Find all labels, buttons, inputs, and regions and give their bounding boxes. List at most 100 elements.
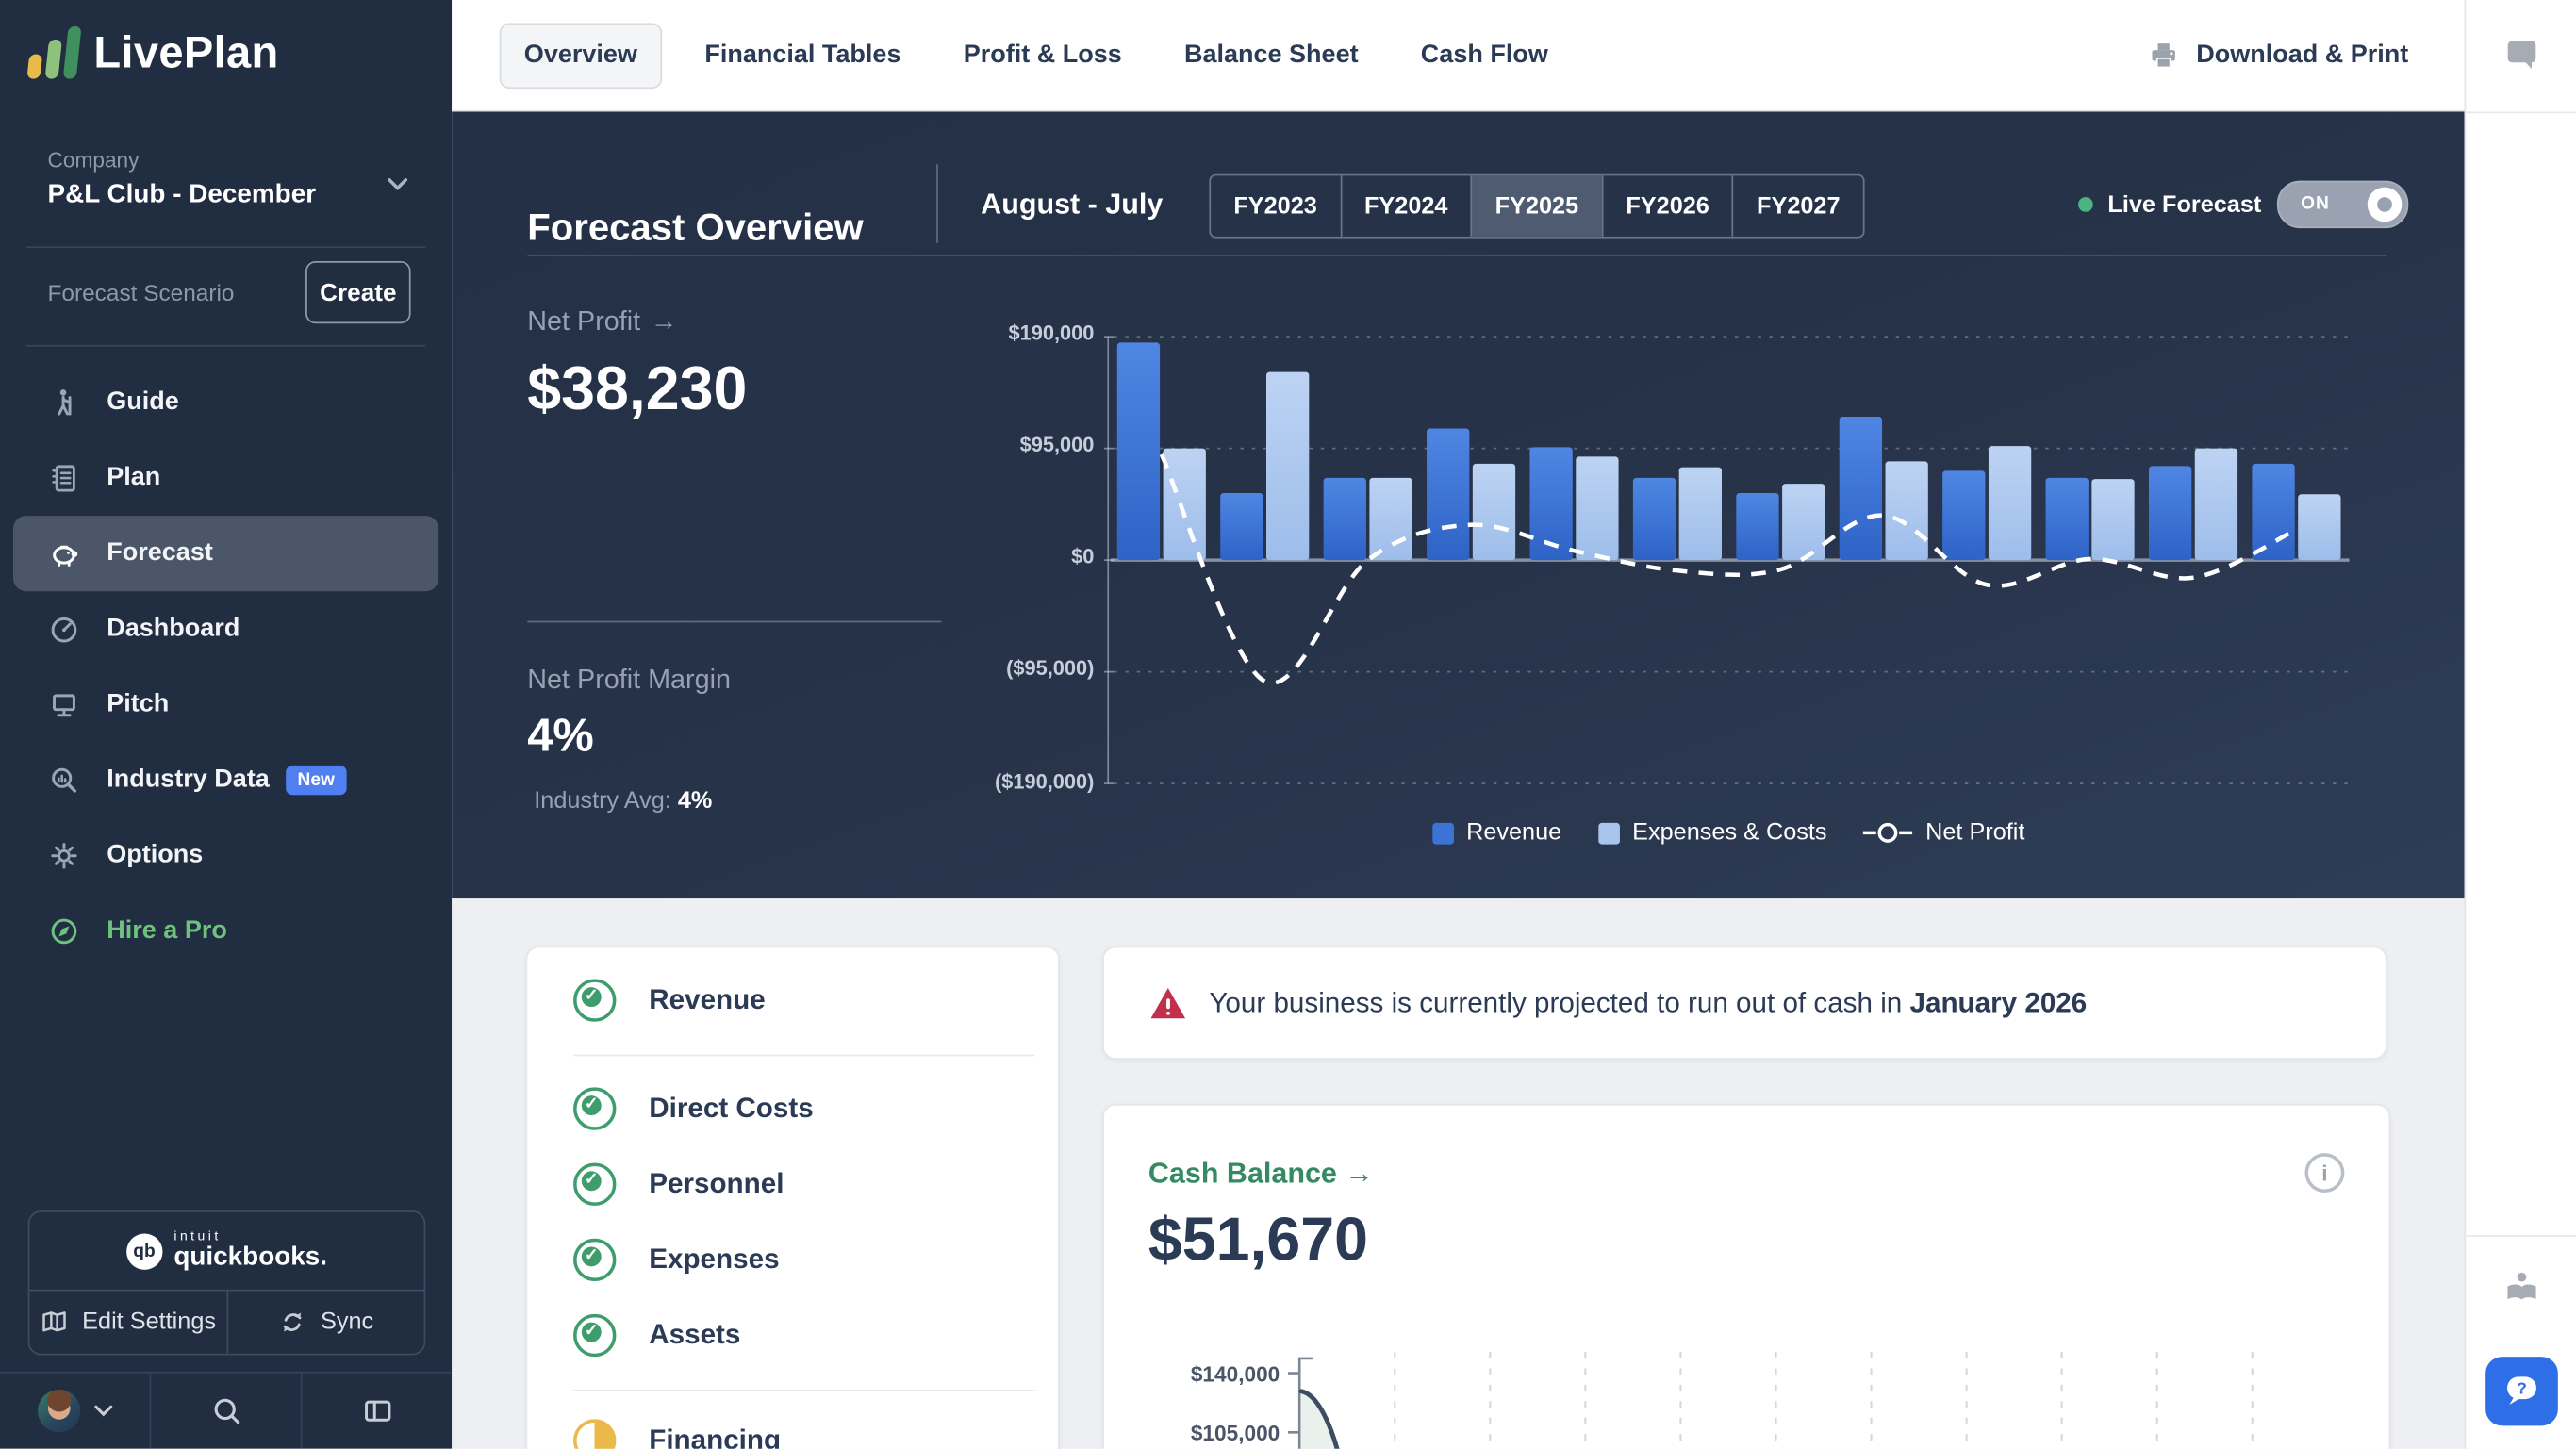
fiscal-year-tab-fy2025[interactable]: FY2025 [1471,175,1602,236]
expenses-bar-May[interactable] [2091,479,2134,560]
checklist-item-revenue[interactable]: Revenue [573,976,766,1025]
legend-item-revenue[interactable]: Revenue [1431,819,1561,846]
gear-icon [48,839,81,872]
download-print-button[interactable]: Download & Print [2147,0,2408,110]
revenue-bar-Jul[interactable] [2252,464,2294,560]
create-scenario-button[interactable]: Create [305,261,411,323]
legend-swatch [1431,822,1453,844]
legend-label: Expenses & Costs [1632,819,1826,846]
compass-icon [48,914,81,947]
liveplan-logo[interactable]: LivePlan [29,26,278,79]
legend-label: Net Profit [1925,819,2024,846]
company-selector[interactable]: P&L Club - December [48,181,317,210]
dashed-line-marker-icon [1863,823,1912,843]
expenses-bar-Nov[interactable] [1473,464,1515,560]
sidebar-item-plan[interactable]: Plan [13,440,438,516]
legend-item-expenses-costs[interactable]: Expenses & Costs [1598,819,1827,846]
sync-icon [278,1308,307,1337]
y-axis-tick-label: $140,000 [1191,1361,1280,1386]
sidebar-item-dashboard[interactable]: Dashboard [13,591,438,667]
chart-legend: Revenue Expenses & Costs Net Profit [1104,819,2353,846]
expenses-bar-Feb[interactable] [1782,484,1825,560]
revenue-bar-Jan[interactable] [1633,478,1676,560]
sidebar-item-guide[interactable]: Guide [13,365,438,440]
sidebar-item-label: Plan [107,463,160,492]
tab-balance-sheet[interactable]: Balance Sheet [1164,24,1378,86]
collapse-sidebar-button[interactable] [301,1374,452,1449]
revenue-bar-Nov[interactable] [1427,428,1469,560]
revenue-bar-May[interactable] [2046,478,2089,560]
cash-warning-banner: Your business is currently projected to … [1102,947,2387,1060]
account-menu[interactable] [0,1374,150,1449]
expenses-bar-Mar[interactable] [1886,461,1928,560]
checklist-item-expenses[interactable]: Expenses [573,1235,779,1284]
divider [573,1390,1035,1391]
cash-balance-link[interactable]: Cash Balance → [1148,1157,1374,1192]
sidebar-item-forecast[interactable]: Forecast [13,516,438,591]
feedback-chat-icon[interactable] [2502,35,2542,83]
edit-settings-button[interactable]: Edit Settings [29,1291,225,1353]
fiscal-year-tab-fy2023[interactable]: FY2023 [1211,175,1340,236]
fiscal-year-tab-fy2024[interactable]: FY2024 [1340,175,1471,236]
revenue-bar-Jun[interactable] [2149,466,2191,560]
sidebar-item-industry-data[interactable]: Industry DataNew [13,743,438,818]
revenue-bar-Aug[interactable] [1117,342,1160,560]
help-button[interactable]: ? [2485,1357,2558,1425]
forecast-bar-chart[interactable] [1104,322,2353,802]
expenses-bar-Dec[interactable] [1576,456,1618,560]
sidebar-item-hire-a-pro[interactable]: Hire a Pro [13,894,438,969]
toggle-knob [2367,188,2402,222]
live-forecast-control: Live Forecast ON [2078,174,2407,235]
sidebar-item-pitch[interactable]: Pitch [13,667,438,742]
live-forecast-toggle[interactable]: ON [2276,181,2407,229]
cash-balance-card: Cash Balance → i $51,670 $140,000$105,00… [1102,1104,2390,1449]
info-icon[interactable]: i [2305,1153,2345,1193]
fiscal-year-tab-fy2027[interactable]: FY2027 [1732,175,1863,236]
revenue-bar-Sep[interactable] [1220,493,1263,560]
tab-cash-flow[interactable]: Cash Flow [1401,24,1568,86]
complete-check-icon [573,1314,616,1357]
tab-overview[interactable]: Overview [500,23,662,89]
sidebar-nav: Guide Plan ForecastDashboardPitchIndustry … [13,365,438,969]
expenses-bar-Jul[interactable] [2298,494,2340,560]
sidebar-item-options[interactable]: Options [13,818,438,894]
liveplan-logo-text: LivePlan [93,26,278,79]
tab-financial-tables[interactable]: Financial Tables [685,24,920,86]
legend-item-net-profit[interactable]: Net Profit [1863,819,2025,846]
sidebar-layout-icon [360,1394,393,1427]
industry-average: Industry Avg:4% [534,788,712,815]
expenses-bar-Jun[interactable] [2195,449,2237,560]
liveplan-logo-icon [26,26,81,79]
map-settings-icon [40,1308,69,1337]
y-axis-tick-label: $190,000 [938,322,1095,345]
divider [936,164,938,243]
checklist-item-label: Financing [649,1424,781,1449]
revenue-bar-Apr[interactable] [1942,470,1985,560]
checklist-item-financing[interactable]: Financing [573,1416,781,1449]
expenses-bar-Sep[interactable] [1266,372,1309,561]
search-button[interactable] [150,1374,301,1449]
cash-balance-chart[interactable]: $140,000$105,000 [1148,1336,2344,1449]
avatar [37,1390,79,1432]
checklist-item-direct-costs[interactable]: Direct Costs [573,1084,814,1133]
checklist-item-personnel[interactable]: Personnel [573,1160,784,1209]
expenses-bar-Jan[interactable] [1679,468,1722,561]
fiscal-year-tab-fy2026[interactable]: FY2026 [1601,175,1732,236]
sync-button[interactable]: Sync [226,1291,424,1353]
expenses-bar-Apr[interactable] [1989,446,2031,560]
revenue-bar-Oct[interactable] [1324,478,1366,560]
expenses-bar-Aug[interactable] [1164,449,1206,560]
net-profit-link[interactable]: Net Profit→ [527,307,677,338]
checklist-item-label: Assets [649,1319,740,1352]
revenue-bar-Feb[interactable] [1736,493,1778,560]
expenses-bar-Oct[interactable] [1369,478,1412,560]
tab-profit-loss[interactable]: Profit & Loss [944,24,1142,86]
learning-center-icon[interactable] [2502,1268,2542,1316]
revenue-bar-Mar[interactable] [1840,417,1882,560]
divider [527,621,941,623]
chevron-down-icon[interactable] [386,171,408,200]
checklist-item-assets[interactable]: Assets [573,1310,740,1359]
right-utility-rail: ? [2465,0,2576,1449]
svg-text:?: ? [2517,1379,2527,1398]
cash-balance-value: $51,670 [1148,1206,1368,1275]
